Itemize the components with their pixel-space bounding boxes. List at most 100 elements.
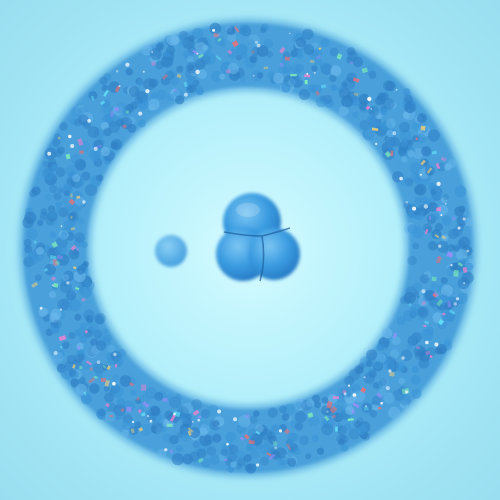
ring-bubble: [134, 96, 143, 105]
ring-sparkle: [371, 127, 379, 132]
ring-bubble: [61, 227, 69, 235]
ring-bubble: [103, 334, 112, 343]
ring-twinkle: [453, 302, 457, 306]
ring-sparkle: [436, 255, 442, 261]
ring-bubble: [228, 444, 239, 454]
ring-bubble: [415, 133, 427, 144]
ring-sparkle: [384, 151, 392, 158]
ring-twinkle: [352, 393, 357, 397]
ring-bubble: [248, 38, 255, 46]
ring-bubble: [192, 440, 200, 449]
ring-bubble: [458, 205, 466, 213]
ring-bubble: [368, 369, 377, 378]
ring-bubble: [74, 159, 87, 171]
ring-sparkle: [425, 350, 431, 356]
ring-bubble: [221, 443, 233, 454]
ring-sparkle: [162, 397, 168, 402]
ring-bubble: [448, 228, 459, 240]
ring-bubble: [424, 289, 436, 302]
ring-sparkle: [176, 73, 182, 79]
ring-sparkle: [70, 227, 76, 231]
ring-bubble: [191, 399, 203, 411]
ring-bubble: [321, 396, 329, 404]
ring-twinkle: [455, 297, 460, 301]
ring-bubble: [425, 326, 434, 336]
ring-twinkle: [195, 69, 200, 75]
ring-sparkle: [431, 150, 438, 155]
ring-bubble: [50, 308, 62, 320]
ring-twinkle: [405, 201, 409, 204]
ring-bubble: [70, 378, 80, 388]
ring-sparkle: [389, 371, 395, 377]
ring-sparkle: [420, 125, 426, 131]
small-blob[interactable]: [155, 235, 187, 267]
ring-bubble: [387, 146, 396, 155]
ring-twinkle: [436, 181, 441, 186]
ring-twinkle: [347, 384, 351, 387]
ring-twinkle: [399, 176, 403, 181]
ring-bubble: [76, 349, 85, 358]
ring-bubble: [321, 423, 334, 436]
ring-sparkle: [90, 95, 95, 101]
ring-bubble: [251, 41, 258, 49]
ring-sparkle: [428, 216, 432, 220]
ring-bubble: [445, 300, 454, 310]
ring-twinkle: [395, 88, 398, 91]
ring-sparkle: [142, 400, 150, 409]
ring-bubble: [192, 27, 204, 39]
ring-bubble: [337, 438, 345, 446]
ring-bubble: [410, 375, 421, 385]
ring-bubble: [113, 404, 126, 417]
ring-bubble: [206, 446, 217, 456]
ring-bubble: [100, 146, 111, 157]
ring-twinkle: [226, 442, 229, 446]
ring-bubble: [330, 84, 338, 92]
ring-sparkle: [225, 69, 231, 74]
ring-bubble: [235, 54, 242, 61]
ring-bubble: [366, 114, 377, 125]
ring-sparkle: [251, 50, 255, 55]
ring-bubble: [407, 150, 415, 158]
ring-bubble: [135, 398, 142, 405]
ring-bubble: [436, 240, 449, 253]
ring-bubble: [344, 376, 355, 386]
ring-sparkle: [43, 267, 49, 272]
ring-bubble: [151, 422, 163, 434]
ring-bubble: [308, 415, 320, 427]
ring-bubble: [417, 114, 426, 123]
ring-bubble: [227, 452, 238, 463]
ring-sparkle: [442, 312, 446, 316]
ring-sparkle: [332, 415, 336, 419]
ring-bubble: [301, 399, 312, 411]
ring-sparkle: [457, 262, 464, 267]
ring-bubble: [174, 393, 182, 401]
ring-bubble: [85, 184, 98, 197]
ring-bubble: [183, 49, 194, 60]
ring-bubble: [434, 347, 442, 355]
ring-bubble: [63, 182, 73, 192]
ring-bubble: [287, 457, 297, 467]
ring-bubble: [267, 407, 278, 418]
ring-sparkle: [263, 66, 269, 70]
ring-bubble: [330, 65, 342, 77]
ring-twinkle: [385, 386, 390, 391]
ring-bubble: [294, 398, 306, 411]
ring-bubble: [108, 121, 120, 133]
ring-bubble: [298, 88, 310, 101]
ring-bubble: [279, 405, 287, 414]
ring-bubble: [417, 307, 427, 317]
ring-bubble: [24, 245, 33, 254]
ring-bubble: [245, 444, 254, 452]
ring-bubble: [51, 163, 59, 171]
ring-bubble: [441, 215, 452, 226]
main-cluster[interactable]: [216, 193, 300, 282]
ring-sparkle: [75, 286, 80, 291]
ring-bubble: [412, 282, 422, 292]
ring-bubble: [141, 44, 153, 56]
ring-bubble: [406, 209, 417, 219]
ring-bubble: [102, 328, 109, 335]
ring-bubble: [237, 457, 246, 467]
ring-twinkle: [51, 284, 54, 287]
ring-sparkle: [326, 400, 333, 409]
